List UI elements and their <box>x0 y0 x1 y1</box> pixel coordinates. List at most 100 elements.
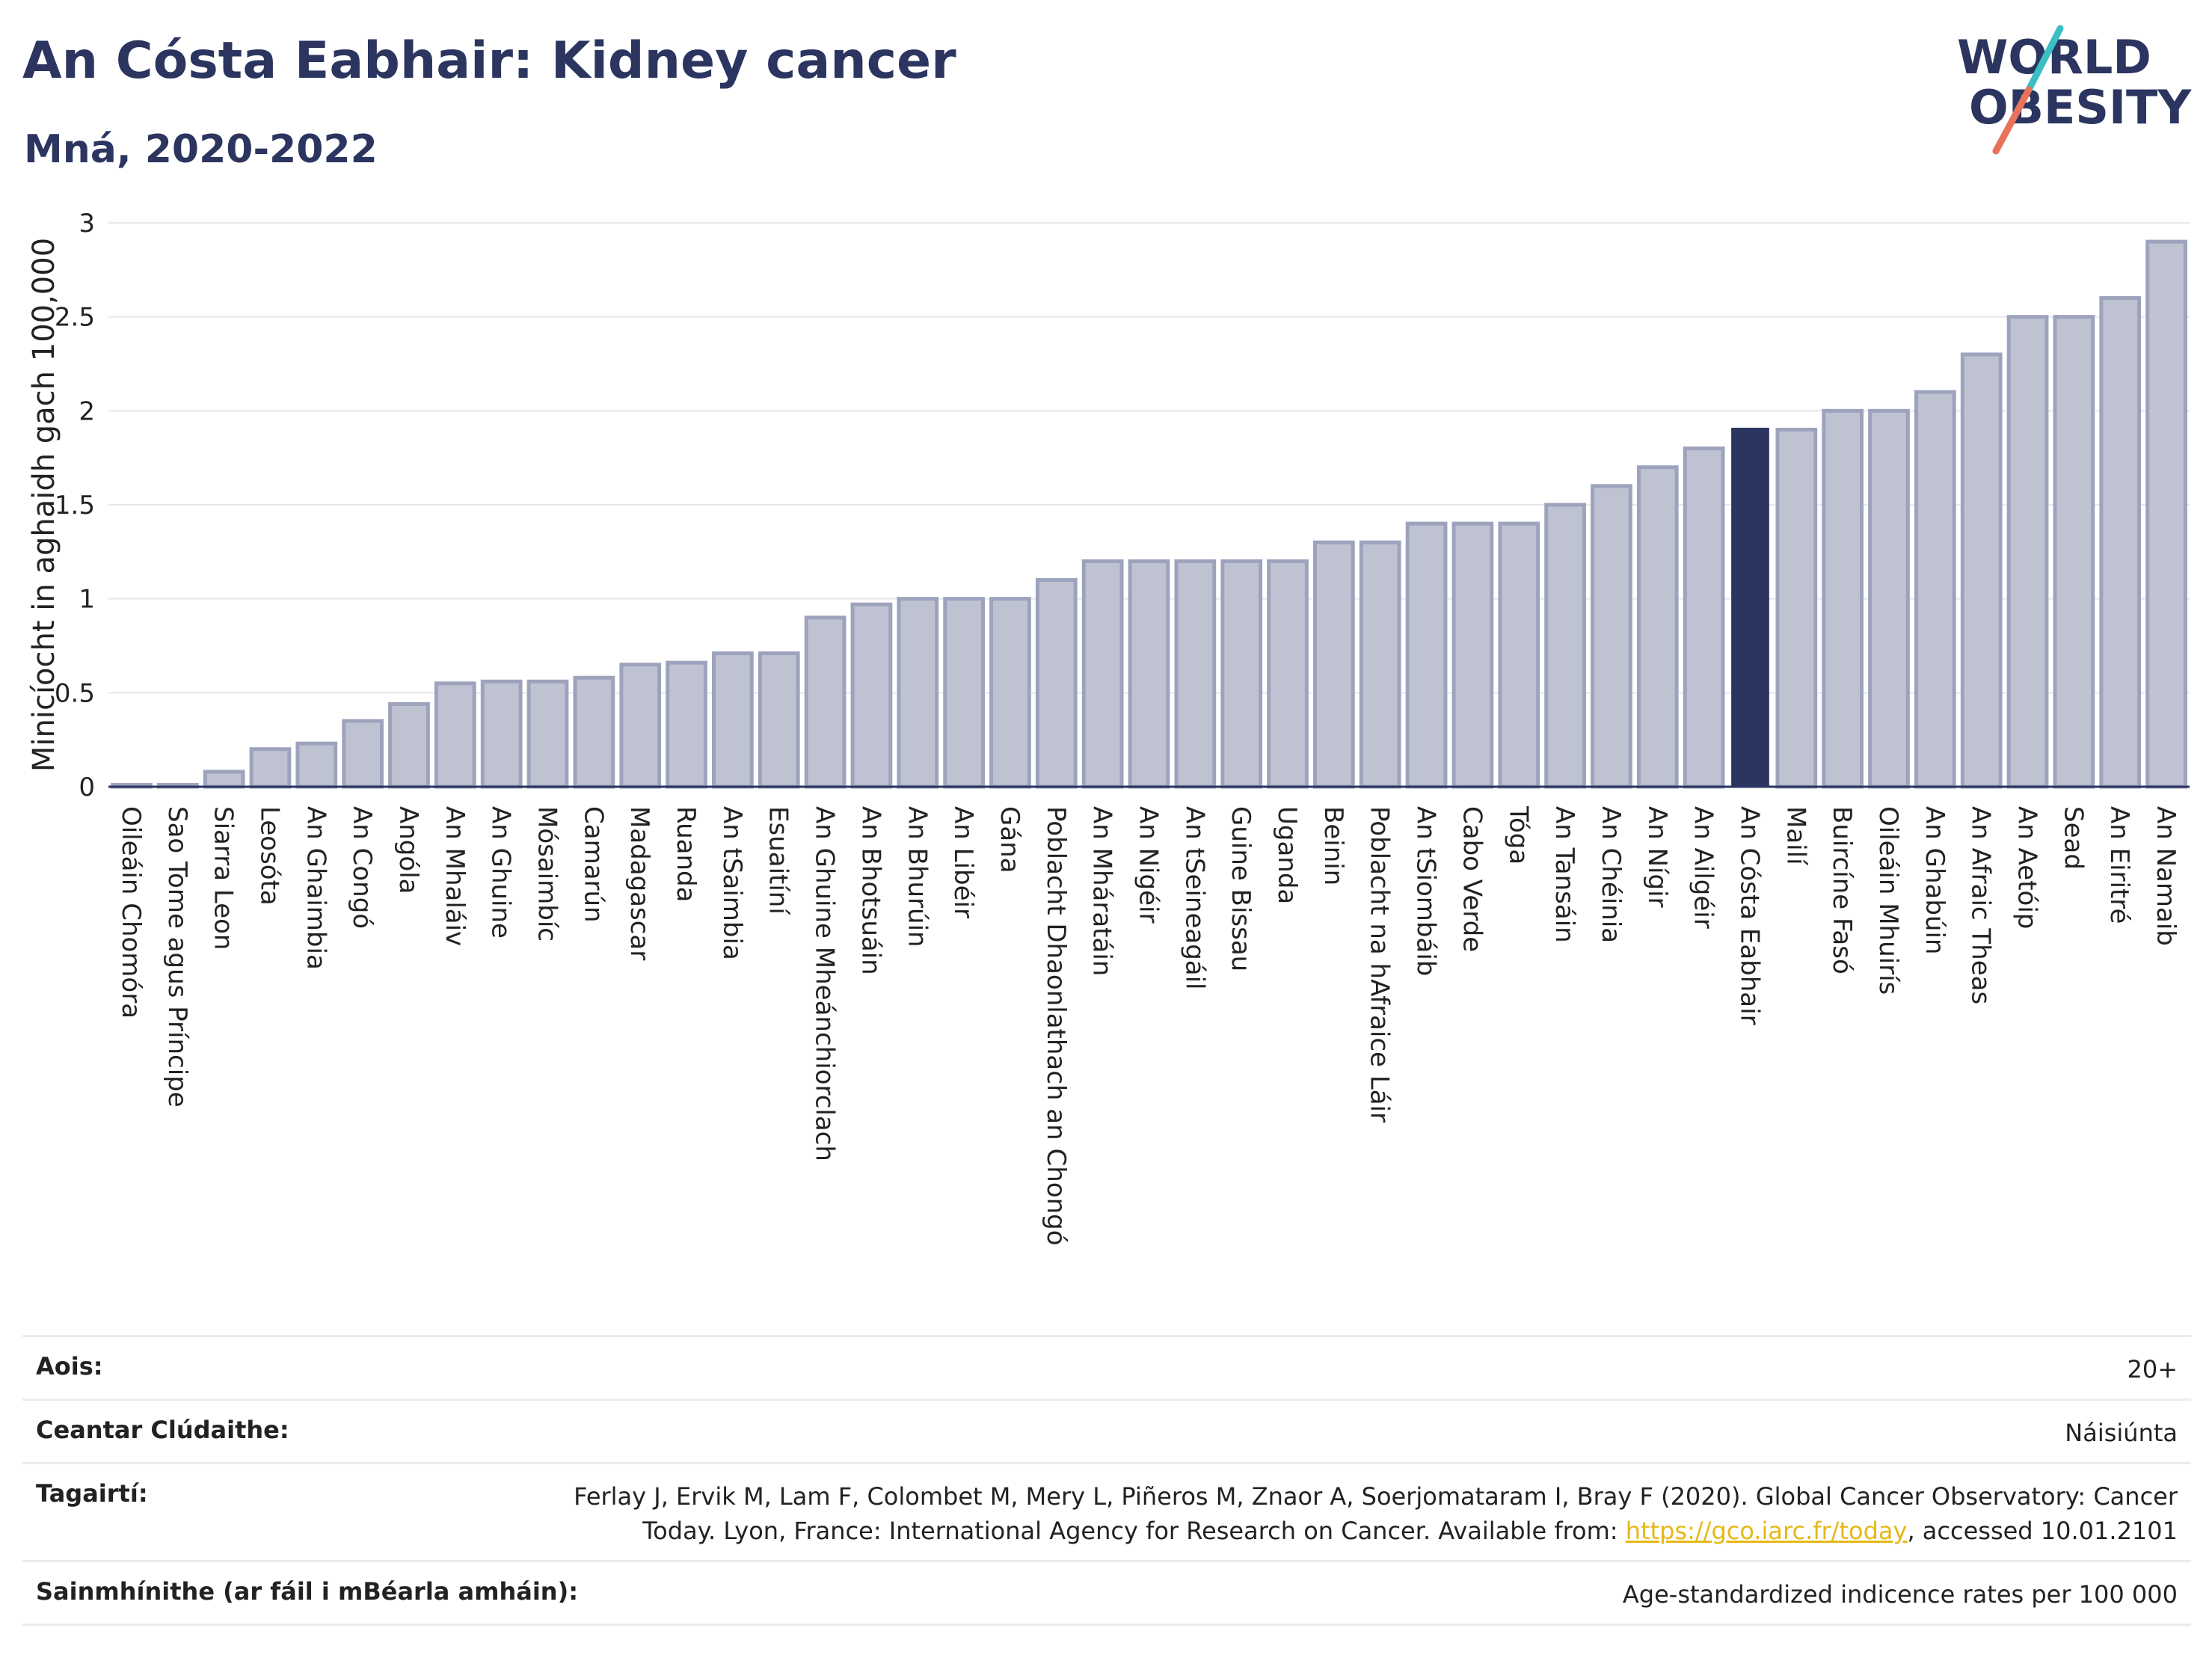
x-tick-label: An Ghuine Mheánchiorclach <box>810 806 840 1161</box>
world-obesity-logo: WORLD OBESITY <box>1957 25 2192 155</box>
meta-key: Sainmhínithe (ar fáil i mBéarla amháin): <box>36 1577 578 1606</box>
x-tick-label: An Eiritré <box>2104 806 2134 924</box>
bar <box>712 651 754 789</box>
meta-row-age: Aois: 20+ <box>22 1335 2191 1398</box>
x-tick-label: An Nígir <box>1642 806 1672 908</box>
bar <box>1451 521 1494 789</box>
y-tick-label: 0 <box>79 773 95 802</box>
x-tick-label: An Ailgéir <box>1689 806 1718 929</box>
y-tick-label: 1 <box>79 585 95 615</box>
bar <box>1081 559 1124 789</box>
x-tick-label: Angóla <box>393 806 423 894</box>
bar <box>943 597 985 789</box>
x-tick-label: Madagascar <box>624 806 654 960</box>
meta-key: Tagairtí: <box>36 1479 148 1508</box>
meta-value: Náisiúnta <box>2065 1419 2178 1447</box>
x-tick-label: An Bhotsuáin <box>855 806 885 975</box>
x-tick-label: An tSeineagáil <box>1179 806 1209 990</box>
logo-slash-red <box>1992 86 2033 155</box>
reference-text: Ferlay J, Ervik M, Lam F, Colombet M, Me… <box>574 1482 2178 1545</box>
metadata-table: Aois: 20+ Ceantar Clúdaithe: Náisiúnta T… <box>22 1335 2191 1626</box>
bar <box>1359 540 1401 789</box>
x-tick-label: An Bhurúin <box>902 806 932 948</box>
x-tick-label: An Afraic Theas <box>1966 806 1996 1004</box>
x-tick-label: An Ghabúin <box>1920 806 1950 954</box>
bar <box>2006 315 2049 789</box>
x-tick-label: Buircíne Fasó <box>1827 806 1857 974</box>
bar <box>342 719 384 789</box>
x-tick-label: An Chéinia <box>1596 806 1626 943</box>
meta-row-references: Tagairtí: Ferlay J, Ervik M, Lam F, Colo… <box>22 1462 2191 1560</box>
x-tick-label: Cabo Verde <box>1457 806 1487 952</box>
x-tick-label: An Ghaimbia <box>301 806 331 970</box>
x-tick-label: Beinin <box>1318 806 1348 885</box>
bar <box>526 679 569 789</box>
bar <box>1868 408 1910 789</box>
bar <box>1405 521 1448 789</box>
x-tick-label: Oileáin Chomóra <box>116 806 146 1019</box>
bar <box>573 675 615 789</box>
reference-link[interactable]: https://gco.iarc.fr/today <box>1625 1517 1908 1545</box>
x-tick-label: Oileáin Mhuirís <box>1873 806 1903 995</box>
bar <box>1128 559 1170 789</box>
x-tick-label: Siarra Leon <box>209 806 239 950</box>
x-tick-label: Mailí <box>1781 806 1810 866</box>
x-tick-label: An Libéir <box>948 806 978 918</box>
logo-slash-teal <box>2025 25 2064 93</box>
x-tick-label: An Cósta Eabhair <box>1734 806 1764 1025</box>
bar <box>249 747 292 789</box>
y-tick-label: 2 <box>79 396 95 426</box>
bar <box>666 660 707 789</box>
bar <box>804 615 847 789</box>
x-tick-label: Gána <box>995 806 1024 873</box>
bar-highlight <box>1731 427 1769 787</box>
bar <box>295 741 338 789</box>
bar <box>1960 352 2003 789</box>
reference-suffix: , accessed 10.01.2101 <box>1907 1517 2178 1545</box>
y-tick-label: 1.5 <box>55 491 95 521</box>
bar <box>1498 521 1540 789</box>
x-tick-label: An Mhaláiv <box>440 806 470 946</box>
x-tick-label: An Congó <box>347 806 377 929</box>
bar <box>897 597 939 789</box>
x-tick-label: Esuaitíní <box>764 806 793 915</box>
x-tick-label: An Namaib <box>2151 806 2181 946</box>
bar <box>1591 484 1632 789</box>
meta-row-definitions: Sainmhínithe (ar fáil i mBéarla amháin):… <box>22 1560 2191 1626</box>
bar <box>1914 390 1956 789</box>
x-tick-label: An Tansáin <box>1549 806 1579 943</box>
bar <box>1035 578 1078 789</box>
bar <box>619 663 662 789</box>
y-axis-label: Minicíocht in aghaidh gach 100,000 <box>27 238 61 772</box>
bar <box>1544 503 1586 789</box>
bar <box>1220 559 1263 789</box>
bar <box>2099 296 2142 789</box>
x-tick-label: An Nigéir <box>1134 806 1164 923</box>
x-tick-label: Poblacht na hAfraice Láir <box>1365 806 1395 1123</box>
chart-title: An Cósta Eabhair: Kidney cancer <box>22 31 956 90</box>
bar <box>1775 427 1818 789</box>
x-tick-label: An Ghuine <box>486 806 516 939</box>
x-tick-label: Tóga <box>1503 805 1533 865</box>
bar <box>758 651 800 789</box>
y-tick-label: 2.5 <box>55 303 95 333</box>
meta-value: Age-standardized indicence rates per 100… <box>1622 1580 2178 1609</box>
meta-value: 20+ <box>2127 1355 2178 1384</box>
x-tick-label: An Mháratáin <box>1087 806 1117 976</box>
x-tick-label: Mósaimbíc <box>532 806 562 942</box>
meta-key: Aois: <box>36 1352 103 1381</box>
x-tick-label: An tSaimbia <box>717 806 747 960</box>
bar <box>203 770 245 789</box>
meta-value: Ferlay J, Ervik M, Lam F, Colombet M, Me… <box>570 1479 2178 1548</box>
bar <box>2145 239 2187 789</box>
x-tick-label: An Aetóip <box>2012 806 2042 929</box>
bar <box>989 597 1031 789</box>
chart-subtitle: Mná, 2020-2022 <box>24 127 378 172</box>
bar <box>1822 408 1864 789</box>
x-tick-label: An tSiombáib <box>1411 806 1441 976</box>
meta-key: Ceantar Clúdaithe: <box>36 1416 289 1444</box>
bar <box>2053 315 2095 789</box>
bar <box>1683 446 1725 789</box>
x-tick-label: Uganda <box>1272 806 1302 904</box>
x-tick-label: Guine Bissau <box>1226 806 1256 971</box>
